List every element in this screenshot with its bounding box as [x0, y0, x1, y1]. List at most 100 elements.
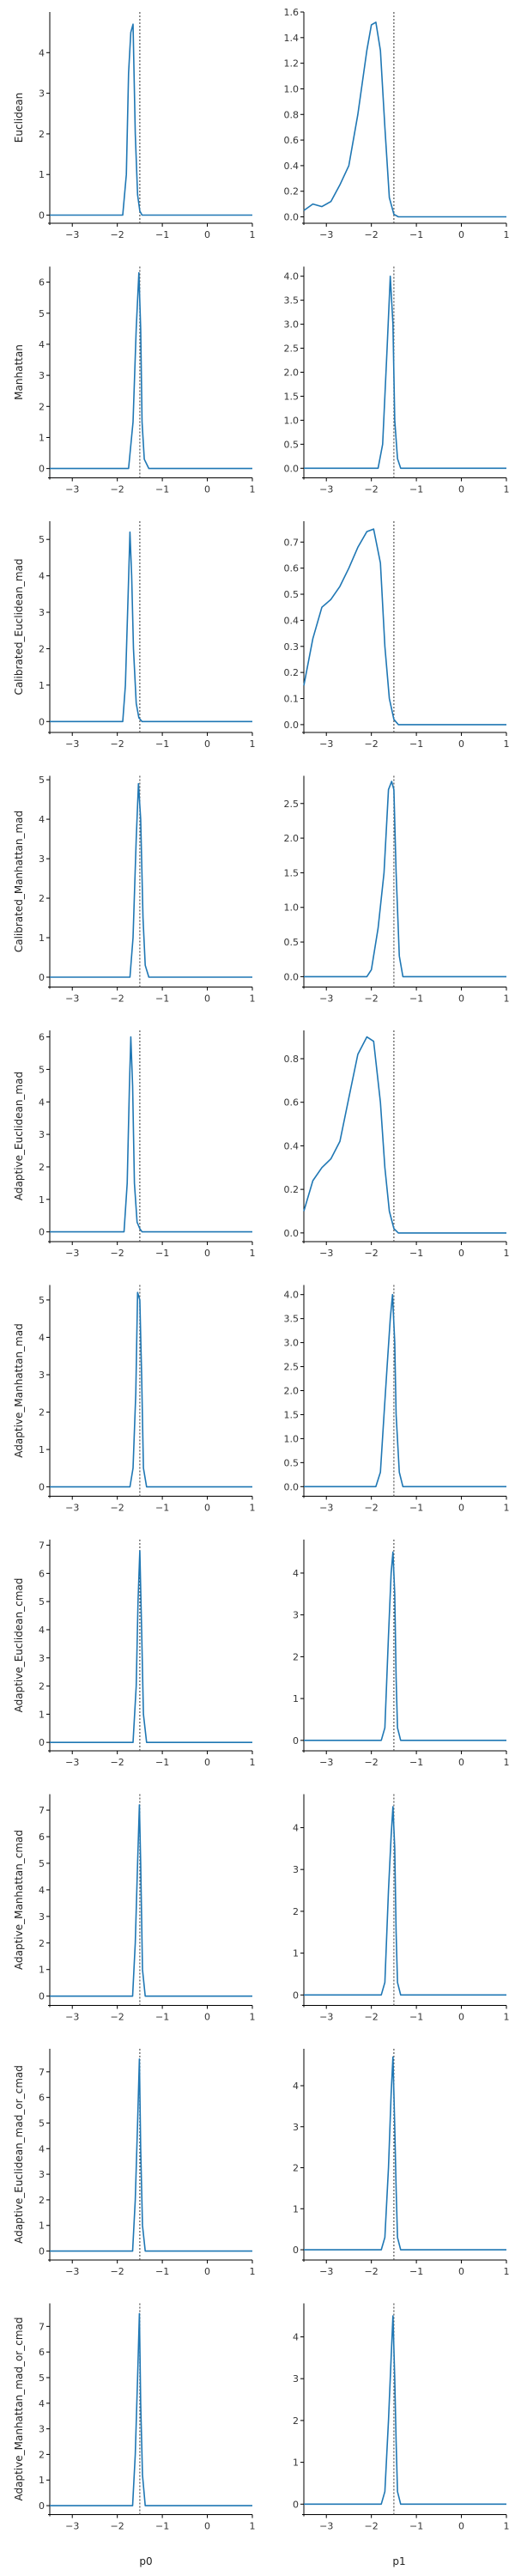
y-tick-label: 0.0	[284, 1481, 300, 1492]
y-tick-label: 1	[39, 680, 45, 691]
subplot-adaptive_euclidean_mad-p1: −3 −2 −1 0 1 0.0 0.2 0.4 0.6 0.8	[284, 1030, 510, 1259]
x-tick-label: 0	[204, 2521, 210, 2532]
x-tick-label: 0	[204, 484, 210, 495]
density-line	[50, 2312, 252, 2506]
y-tick-label: 6	[39, 277, 45, 289]
x-tick-label: −3	[319, 1757, 333, 1768]
x-tick-label: 1	[504, 484, 510, 495]
x-tick-label: 1	[504, 2266, 510, 2277]
x-tick-label: −1	[409, 2521, 423, 2532]
x-tick-label: −3	[319, 229, 333, 240]
y-tick-label: 1.0	[284, 902, 300, 914]
x-tick-label: 1	[504, 229, 510, 240]
row-label: Euclidean	[13, 93, 25, 143]
x-tick-label: −1	[409, 738, 423, 750]
density-line	[50, 531, 252, 723]
y-tick-label: 1	[39, 2475, 45, 2486]
x-tick-label: 0	[458, 1248, 464, 1259]
x-tick-label: −2	[365, 1757, 379, 1768]
x-tick-label: 1	[250, 993, 256, 1005]
y-tick-label: 0.6	[284, 1097, 300, 1109]
density-line	[304, 1551, 506, 1741]
y-tick-label: 2	[39, 129, 45, 140]
y-tick-label: 2	[293, 1651, 299, 1662]
x-tick-label: −2	[365, 1248, 379, 1259]
y-tick-label: 1.0	[284, 415, 300, 426]
y-tick-label: 0	[39, 1482, 45, 1493]
y-tick-label: 2	[293, 1906, 299, 1917]
y-tick-label: 2	[39, 893, 45, 904]
y-tick-label: 4	[39, 1885, 45, 1896]
x-tick-label: −3	[65, 1248, 79, 1259]
density-line	[304, 1293, 506, 1488]
y-tick-label: 4	[39, 1625, 45, 1636]
y-tick-label: 2	[293, 2163, 299, 2174]
y-tick-label: 4.0	[284, 271, 300, 283]
x-tick-label: 1	[504, 1503, 510, 1514]
x-tick-label: −2	[365, 2012, 379, 2023]
x-tick-label: −2	[365, 993, 379, 1005]
y-tick-label: 7	[39, 1540, 45, 1552]
density-line	[50, 1550, 252, 1743]
y-tick-label: 0.5	[284, 439, 300, 450]
y-tick-label: 0.8	[284, 109, 300, 120]
x-tick-label: 0	[204, 993, 210, 1005]
y-tick-label: 5	[39, 1858, 45, 1869]
density-line	[303, 21, 506, 218]
x-tick-label: 1	[250, 484, 256, 495]
row-label: Calibrated_Manhattan_mad	[13, 811, 25, 952]
y-tick-label: 1.5	[284, 1409, 300, 1420]
subplot-adaptive_euclidean_mad_or_cmad-p1: −3 −2 −1 0 1 0 1 2 3 4	[293, 2049, 510, 2277]
x-tick-label: −2	[111, 1248, 124, 1259]
x-tick-label: −1	[409, 2266, 423, 2277]
x-tick-label: 0	[458, 1503, 464, 1514]
y-tick-label: 1.2	[284, 58, 300, 70]
y-tick-label: 5	[39, 775, 45, 786]
row-label: Calibrated_Euclidean_mad	[13, 558, 25, 695]
y-tick-label: 0.6	[284, 563, 300, 574]
x-tick-label: −3	[65, 993, 79, 1005]
y-tick-label: 4.0	[284, 1290, 300, 1301]
y-tick-label: 0	[39, 2246, 45, 2257]
x-tick-label: 1	[504, 1757, 510, 1768]
y-tick-label: 1.0	[284, 1433, 300, 1444]
y-tick-label: 3.5	[284, 295, 300, 307]
x-tick-label: −1	[409, 229, 423, 240]
subplot-euclidean-p1: −3 −2 −1 0 1 0.0 0.2 0.4 0.6 0.8 1.0 1.2 1.4 1.6	[284, 7, 510, 240]
x-tick-label: −2	[111, 738, 124, 750]
y-tick-label: 0.5	[284, 589, 300, 600]
x-tick-label: −1	[155, 1757, 169, 1768]
x-tick-label: −2	[111, 2012, 124, 2023]
x-tick-label: 0	[458, 484, 464, 495]
y-tick-label: 3	[39, 1911, 45, 1923]
y-tick-label: 2	[39, 2195, 45, 2206]
x-tick-label: −2	[365, 484, 379, 495]
x-tick-label: −1	[409, 484, 423, 495]
y-tick-label: 0.0	[284, 463, 300, 474]
y-tick-label: 5	[39, 1596, 45, 1607]
y-tick-label: 6	[39, 1568, 45, 1579]
row-label: Adaptive_Manhattan_mad	[13, 1323, 25, 1457]
x-tick-label: 1	[250, 1248, 256, 1259]
density-line	[304, 275, 506, 470]
y-tick-label: 0.1	[284, 694, 300, 705]
y-tick-label: 0.0	[284, 212, 300, 223]
x-tick-label: −1	[155, 2521, 169, 2532]
y-tick-label: 1	[39, 1194, 45, 1206]
subplot-calibrated_euclidean_mad-p1: −3 −2 −1 0 1 0.0 0.1 0.2 0.3 0.4 0.5 0.6 0.7	[284, 521, 510, 750]
subplot-euclidean-p0: −3 −2 −1 0 1 0 1 2 3 4 Euclidean	[13, 12, 256, 240]
y-tick-label: 1.6	[284, 7, 300, 18]
x-tick-label: 1	[504, 993, 510, 1005]
y-tick-label: 1	[39, 933, 45, 944]
x-tick-label: −3	[65, 2521, 79, 2532]
row-label: Adaptive_Euclidean_mad_or_cmad	[13, 2065, 25, 2244]
x-tick-label: 0	[204, 738, 210, 750]
x-tick-label: −2	[111, 993, 124, 1005]
y-tick-label: 2	[39, 1938, 45, 1949]
density-line	[50, 271, 252, 470]
x-tick-label: −1	[155, 1248, 169, 1259]
y-tick-label: 2.5	[284, 799, 300, 810]
density-line	[304, 1806, 506, 1996]
y-tick-label: 5	[39, 1064, 45, 1075]
x-tick-label: −2	[365, 2521, 379, 2532]
